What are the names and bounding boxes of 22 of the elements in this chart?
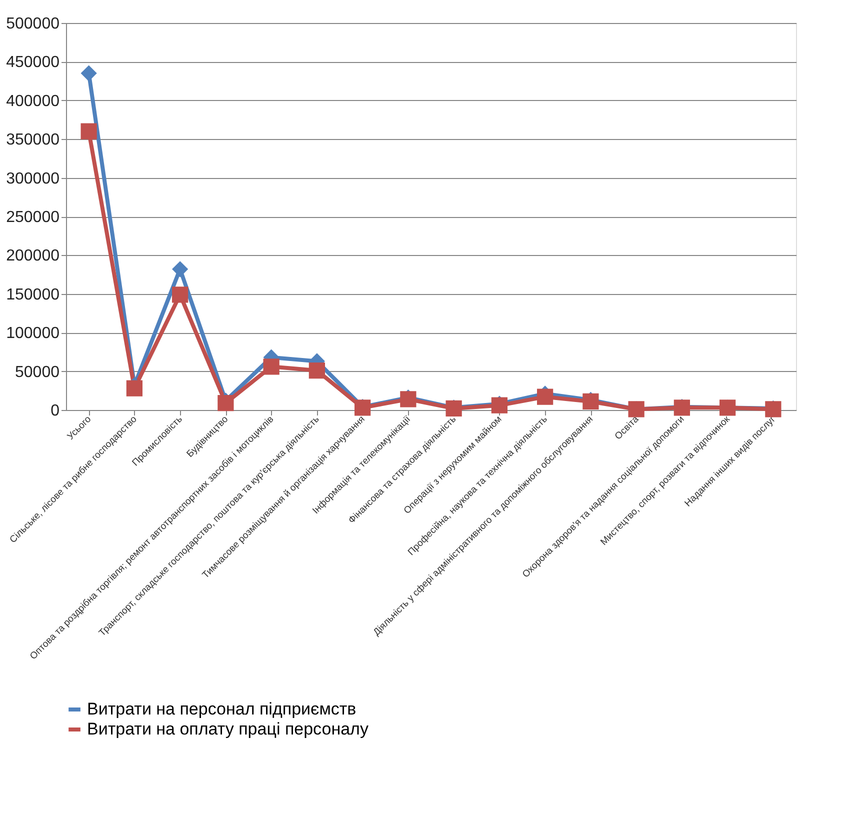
y-tick-label: 450000 — [6, 54, 60, 72]
y-tick-label: 300000 — [6, 170, 60, 188]
point — [80, 65, 97, 82]
point — [172, 261, 188, 278]
point — [126, 380, 142, 396]
y-tick-label: 150000 — [6, 286, 60, 304]
y-tick-label: 200000 — [6, 248, 60, 265]
y-tick-label: 0 — [50, 402, 60, 420]
point — [218, 394, 234, 412]
point — [80, 123, 97, 140]
legend-label: Витрати на оплату праці персоналу — [87, 720, 369, 738]
point — [263, 358, 280, 375]
y-tick-label: 350000 — [6, 132, 60, 149]
y-tick-label: 500000 — [6, 16, 60, 32]
point — [537, 388, 554, 405]
legend-label: Витрати на персонал підприємств — [87, 700, 356, 718]
point — [308, 362, 325, 379]
point — [172, 286, 188, 303]
y-tick-label: 50000 — [15, 364, 60, 381]
y-tick-label: 250000 — [6, 209, 60, 226]
y-tick-label: 400000 — [6, 92, 60, 110]
y-tick-label: 100000 — [6, 325, 60, 342]
